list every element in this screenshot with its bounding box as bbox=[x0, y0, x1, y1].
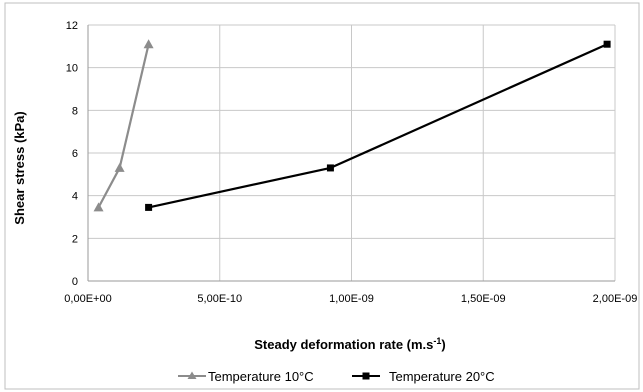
x-axis-title-end: ) bbox=[441, 337, 445, 352]
data-point-triangle bbox=[143, 39, 154, 49]
x-tick-label: 5,00E-10 bbox=[197, 293, 242, 305]
y-tick-label: 12 bbox=[66, 20, 78, 32]
x-tick-label: 1,50E-09 bbox=[461, 293, 506, 305]
legend-label-20c: Temperature 20°C bbox=[389, 369, 495, 384]
y-tick-label: 10 bbox=[66, 63, 78, 75]
legend-marker-square bbox=[362, 372, 370, 380]
data-point-square bbox=[326, 164, 334, 172]
tick-labels: 0 2 4 6 8 10 12 0,00E+00 5,00E-10 1,00E-09 1,50E-0… bbox=[64, 20, 637, 305]
y-tick-label: 0 bbox=[72, 276, 78, 288]
legend: Temperature 10°C Temperature 20°C bbox=[178, 369, 495, 384]
data-point-triangle bbox=[114, 162, 125, 172]
x-axis-title-main: Steady deformation rate (m.s bbox=[254, 337, 433, 352]
y-axis-title: Shear stress (kPa) bbox=[12, 111, 27, 224]
x-tick-label: 0,00E+00 bbox=[64, 293, 111, 305]
axes bbox=[87, 25, 615, 282]
x-tick-label: 1,00E-09 bbox=[329, 293, 374, 305]
y-tick-label: 2 bbox=[72, 233, 78, 245]
legend-item-10c: Temperature 10°C bbox=[178, 369, 314, 384]
gridlines bbox=[88, 24, 616, 281]
y-tick-label: 8 bbox=[72, 105, 78, 117]
data-point-square bbox=[145, 203, 153, 211]
y-tick-label: 4 bbox=[72, 191, 78, 203]
data-point-triangle bbox=[93, 202, 104, 212]
legend-item-20c: Temperature 20°C bbox=[352, 369, 495, 384]
legend-marker-triangle bbox=[187, 371, 197, 379]
x-axis-title: Steady deformation rate (m.s-1) bbox=[254, 336, 446, 352]
series-group bbox=[93, 39, 611, 212]
data-point-square bbox=[603, 40, 611, 48]
x-axis-title-sup: -1 bbox=[433, 336, 441, 346]
x-tick-label: 2,00E-09 bbox=[593, 293, 638, 305]
legend-label-10c: Temperature 10°C bbox=[208, 369, 314, 384]
y-tick-label: 6 bbox=[72, 148, 78, 160]
